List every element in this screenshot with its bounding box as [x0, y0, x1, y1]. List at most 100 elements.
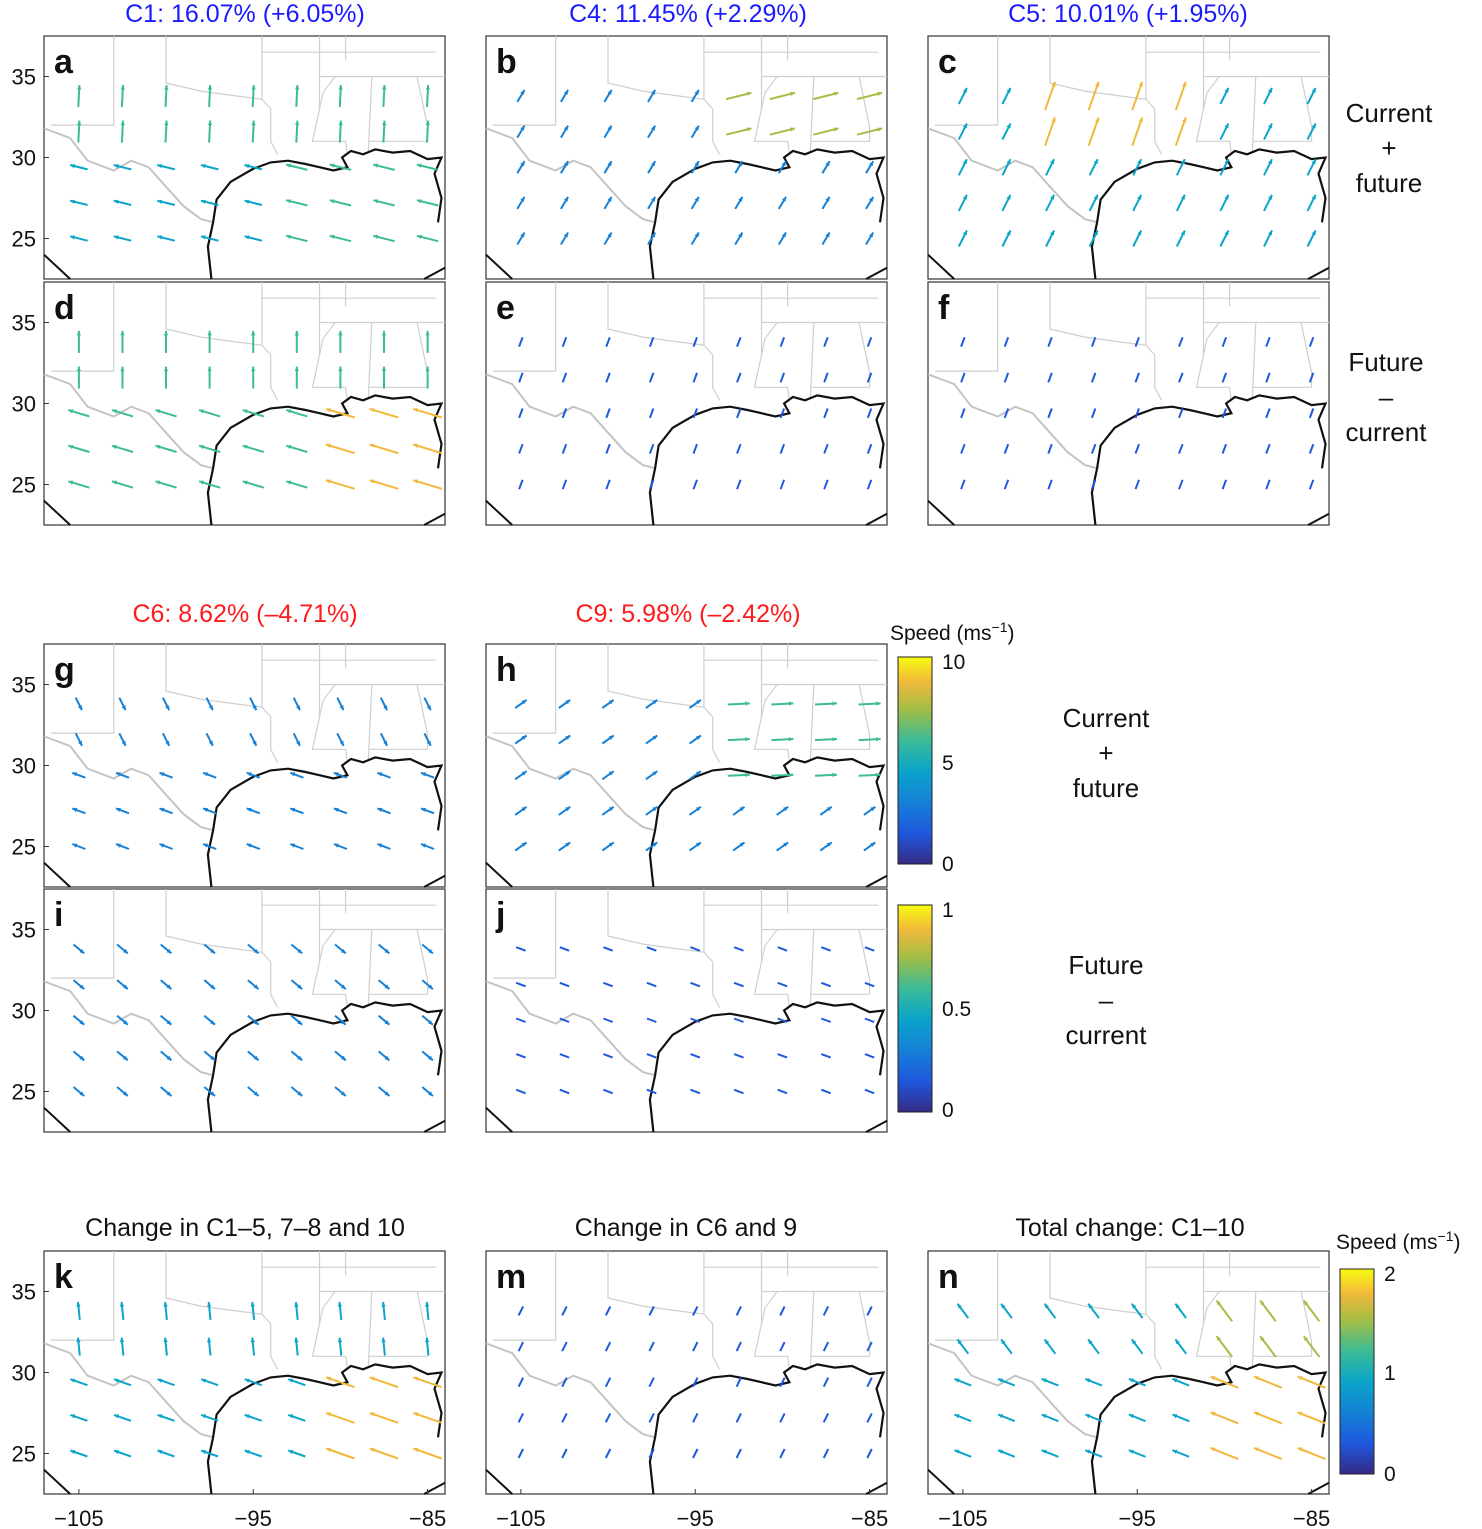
wind-arrow	[325, 443, 356, 455]
state-border	[1202, 76, 1220, 110]
state-border	[1145, 1251, 1163, 1370]
wind-arrow	[561, 479, 568, 490]
wind-arrow	[1221, 443, 1228, 454]
wind-arrow-head	[421, 807, 426, 812]
panel-frame	[485, 1250, 888, 1495]
wind-arrow-head	[421, 772, 426, 777]
border-line	[927, 373, 1098, 470]
wind-arrow-head	[384, 948, 390, 954]
state-border	[703, 36, 721, 155]
wind-arrow-head	[199, 444, 204, 450]
wind-arrow	[864, 981, 875, 988]
wind-arrow	[779, 1306, 786, 1316]
wind-arrow-head	[1175, 1339, 1180, 1345]
wind-arrow-head	[121, 740, 126, 746]
state-border	[753, 1251, 790, 1370]
title-c4: C4: 11.45% (+2.29%)	[569, 0, 807, 28]
coastline	[423, 266, 446, 280]
panel-g: g 35 30 25	[12, 643, 446, 888]
wind-arrow-head	[207, 1337, 212, 1343]
wind-arrow	[518, 372, 524, 383]
wind-arrow-head	[608, 842, 614, 847]
panel-letter: i	[54, 896, 63, 934]
wind-arrow-head	[1041, 1378, 1047, 1383]
wind-arrow-head	[790, 127, 795, 132]
wind-arrow-head	[1050, 194, 1055, 200]
wind-arrow-head	[340, 948, 346, 954]
wind-arrow-head	[1128, 1378, 1134, 1383]
wind-arrow-head	[70, 1378, 76, 1383]
panel-d: d 35 30 25	[12, 281, 446, 526]
wind-arrow-head	[326, 1376, 332, 1381]
wind-arrow-head	[738, 161, 743, 167]
coastline	[927, 499, 955, 526]
wind-arrow-head	[242, 444, 248, 450]
state-border	[311, 1251, 348, 1370]
wind-arrow-head	[113, 235, 119, 240]
state-border	[493, 1251, 557, 1341]
state-border	[493, 644, 557, 734]
wind-arrow-head	[163, 1302, 168, 1307]
wind-arrow	[561, 1306, 568, 1316]
wind-arrow-head	[426, 705, 431, 711]
wind-arrow	[1265, 479, 1271, 490]
wind-arrow-head	[426, 740, 431, 746]
panel-e: e	[485, 281, 888, 526]
state-border	[51, 889, 115, 979]
wind-arrow	[1134, 336, 1140, 347]
wind-arrow-head	[565, 806, 571, 812]
wind-arrow-head	[157, 1378, 163, 1383]
panel-k: k 35 30 25 −105 −95 −85	[12, 1250, 446, 1529]
panel-frame	[43, 643, 446, 888]
wind-arrow	[1003, 336, 1010, 347]
wind-arrow-head	[113, 199, 119, 204]
wind-arrow-head	[326, 1412, 332, 1417]
wind-arrow-head	[120, 120, 125, 126]
y-tick-label: 25	[12, 227, 36, 252]
wind-arrow-head	[694, 232, 699, 238]
title-c6: C6: 8.62% (–4.71%)	[132, 600, 357, 628]
wind-arrow	[823, 479, 829, 490]
wind-arrow	[733, 1088, 744, 1095]
wind-arrow	[779, 479, 786, 490]
wind-arrow	[1087, 117, 1100, 147]
wind-arrow-head	[1175, 1303, 1180, 1309]
wind-arrow-head	[521, 771, 527, 776]
wind-arrow-head	[114, 1378, 119, 1383]
wind-arrow-head	[210, 1091, 215, 1096]
wind-arrow	[866, 1341, 873, 1352]
wind-arrow	[864, 1017, 875, 1023]
wind-arrow-head	[297, 948, 303, 954]
state-border	[753, 282, 790, 401]
wind-arrow	[412, 479, 443, 490]
state-border	[416, 684, 429, 750]
wind-arrow	[866, 336, 873, 347]
wind-arrow	[1174, 81, 1187, 111]
wind-arrow	[1090, 372, 1097, 383]
wind-arrow-head	[1224, 123, 1229, 129]
wind-arrow-head	[203, 772, 209, 777]
wind-arrow-head	[78, 740, 82, 746]
panel-frame	[43, 888, 446, 1133]
border-line	[485, 127, 656, 224]
wind-arrow-head	[337, 1337, 343, 1343]
wind-arrow-head	[339, 705, 344, 711]
wind-arrow	[866, 1448, 873, 1459]
wind-arrow-head	[413, 1448, 419, 1453]
state-border	[318, 322, 336, 356]
state-border	[51, 282, 115, 372]
wind-arrow	[960, 443, 966, 454]
wind-arrow-head	[288, 1450, 294, 1455]
wind-arrow-head	[286, 163, 291, 168]
wind-arrow-head	[203, 843, 209, 848]
state-border	[809, 1291, 815, 1368]
wind-arrow-head	[565, 771, 571, 776]
wind-arrow	[559, 1053, 570, 1059]
title-total-change: Total change: C1–10	[1015, 1214, 1244, 1242]
wind-arrow-head	[1180, 194, 1185, 200]
wind-arrow-head	[607, 89, 612, 95]
state-border	[261, 644, 279, 763]
coastline	[485, 1106, 513, 1133]
wind-arrow-head	[286, 409, 292, 414]
wind-arrow	[413, 1447, 443, 1460]
